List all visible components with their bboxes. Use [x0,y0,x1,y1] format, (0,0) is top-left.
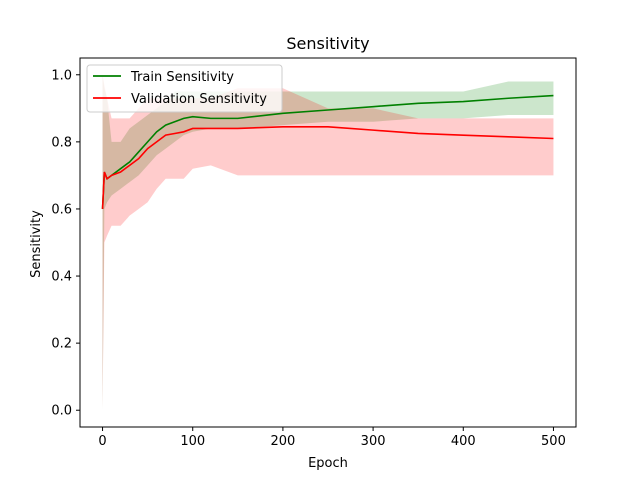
y-tick-label: 1.0 [51,68,72,83]
y-tick-label: 0.8 [51,135,72,150]
legend: Train Sensitivity Validation Sensitivity [86,64,283,113]
plot-frame [79,57,577,428]
y-tick-label: 0.2 [51,337,72,352]
legend-label: Train Sensitivity [130,70,234,85]
series-lines [101,94,554,209]
y-axis-title: Sensitivity [29,210,44,278]
x-axis: 0 100 200 300 400 500 [98,427,566,449]
x-tick-label: 500 [541,434,566,449]
x-tick-label: 300 [361,434,386,449]
band-validation [102,74,554,411]
x-axis-title: Epoch [308,456,348,471]
y-tick-label: 0.4 [51,270,72,285]
chart-title: Sensitivity [286,34,369,53]
y-axis: 0.0 0.2 0.4 0.6 0.8 1.0 [51,68,80,419]
line-validation-sensitivity [101,125,554,209]
legend-label: Validation Sensitivity [131,92,267,107]
x-tick-label: 0 [98,434,106,449]
y-tick-label: 0.0 [51,404,72,419]
x-tick-label: 400 [451,434,476,449]
x-tick-label: 200 [270,434,295,449]
confidence-bands [102,74,554,411]
legend-box [86,64,283,113]
x-tick-label: 100 [180,434,205,449]
band-train [102,74,554,411]
line-train-sensitivity [101,94,554,209]
y-tick-label: 0.6 [51,202,72,217]
